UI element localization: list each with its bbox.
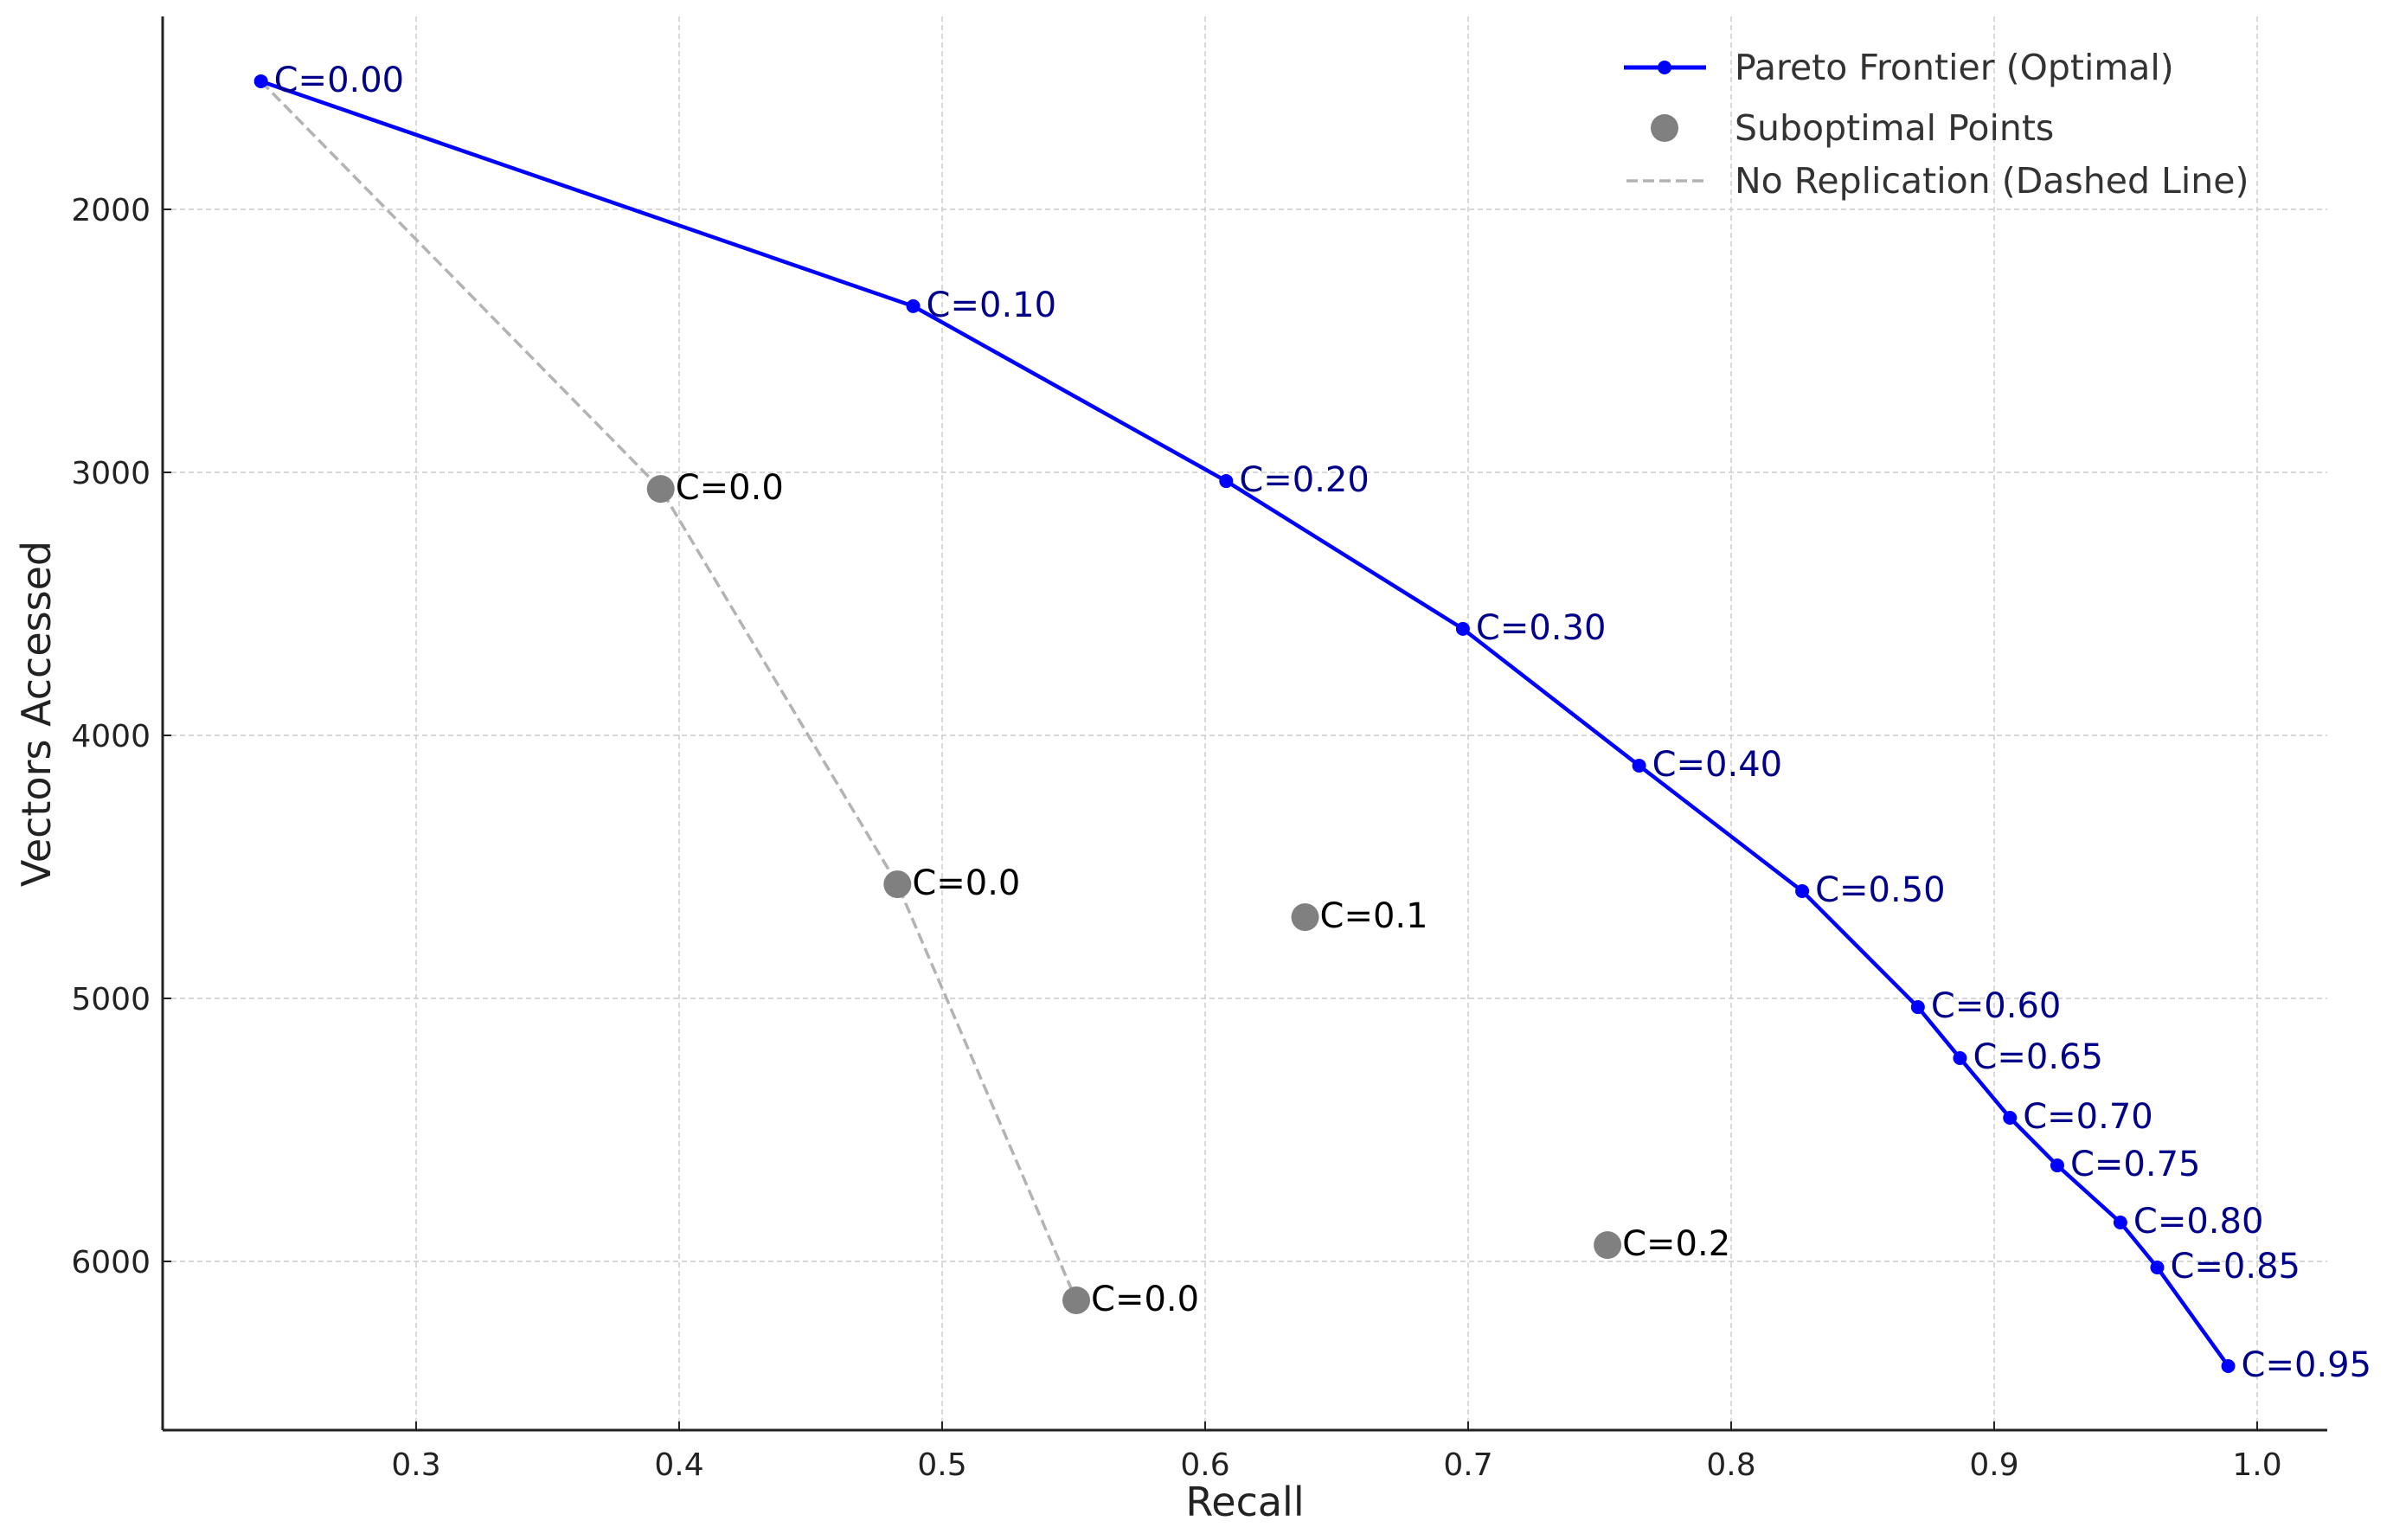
pareto-point-label: C=0.75 [2070,1145,2201,1184]
legend-dot-icon [1658,61,1671,74]
x-tick-label: 0.7 [1443,1447,1492,1483]
pareto-point [2050,1158,2064,1173]
pareto-point [1632,758,1646,773]
pareto-frontier-line [260,79,2230,1368]
no-replication-dashed-line [260,80,1078,1301]
pareto-point-label: C=0.80 [2133,1202,2264,1242]
y-tick-label: 3000 [71,456,151,491]
legend-label: Pareto Frontier (Optimal) [1735,47,2174,88]
pareto-point-label: C=0.40 [1652,745,1783,785]
suboptimal-point-label: C=0.0 [676,468,784,508]
y-axis-ticks: 2000 3000 4000 5000 6000 [71,193,171,1280]
legend-label: Suboptimal Points [1735,107,2054,149]
pareto-point [2003,1111,2018,1126]
pareto-point [1219,474,1234,489]
x-tick-label: 0.4 [654,1447,703,1483]
pareto-point-label: C=0.10 [927,286,1057,325]
x-tick-label: 0.5 [917,1447,966,1483]
legend-item-suboptimal: Suboptimal Points [1651,107,2054,149]
x-tick-label: 1.0 [2232,1447,2281,1483]
pareto-point-label: C=0.95 [2242,1345,2372,1385]
y-tick-label: 2000 [71,193,151,228]
pareto-point [1455,621,1470,636]
pareto-point [906,298,921,313]
pareto-point-label: C=0.70 [2023,1097,2153,1137]
suboptimal-point [1062,1286,1091,1314]
pareto-point [1795,883,1810,898]
suboptimal-point [646,475,675,504]
suboptimal-point [1291,903,1319,932]
x-axis-ticks: 0.3 0.4 0.5 0.6 0.7 0.8 0.9 1.0 [391,1421,2282,1483]
y-tick-label: 4000 [71,719,151,754]
x-tick-label: 0.9 [1969,1447,2018,1483]
pareto-point-label: C=0.50 [1815,870,1946,910]
gridlines [163,16,2327,1430]
x-tick-label: 0.8 [1706,1447,1755,1483]
pareto-point [2150,1260,2165,1274]
suboptimal-point-label: C=0.2 [1622,1224,1730,1264]
x-axis-title: Recall [1185,1479,1304,1525]
pareto-point-label: C=0.60 [1931,986,2062,1026]
pareto-point [1910,1000,1925,1015]
axes [161,16,2327,1432]
pareto-point-label: C=0.20 [1239,460,1370,500]
suboptimal-point [1594,1231,1622,1260]
pareto-point-label: C=0.65 [1973,1037,2103,1077]
pareto-point-label: C=0.00 [274,61,405,100]
pareto-point-label: C=0.30 [1476,608,1607,648]
pareto-point [2221,1358,2236,1373]
x-tick-label: 0.6 [1180,1447,1229,1483]
y-axis-title: Vectors Accessed [13,541,60,887]
x-tick-label: 0.3 [391,1447,440,1483]
y-tick-label: 6000 [71,1245,151,1280]
suboptimal-point-label: C=0.0 [1091,1280,1199,1319]
legend-item-pareto: Pareto Frontier (Optimal) [1624,47,2174,88]
legend-item-no-replication: No Replication (Dashed Line) [1626,160,2249,202]
suboptimal-point-label: C=0.0 [912,863,1020,903]
pareto-point [253,74,268,88]
pareto-point [2113,1216,2127,1230]
suboptimal-point [883,870,912,899]
legend-circle-icon [1651,114,1678,142]
pareto-point-label: C=0.85 [2170,1247,2300,1287]
pareto-point [1953,1051,1967,1066]
suboptimal-point-label: C=0.1 [1320,896,1428,936]
y-tick-label: 5000 [71,982,151,1017]
plot-series: C=0.0 C=0.0 C=0.1 C=0.0 C=0.2 C=0.00 C=0.10 C=0… [253,61,2372,1385]
legend-label: No Replication (Dashed Line) [1735,160,2249,202]
legend: Pareto Frontier (Optimal) Suboptimal Poi… [1624,47,2249,202]
